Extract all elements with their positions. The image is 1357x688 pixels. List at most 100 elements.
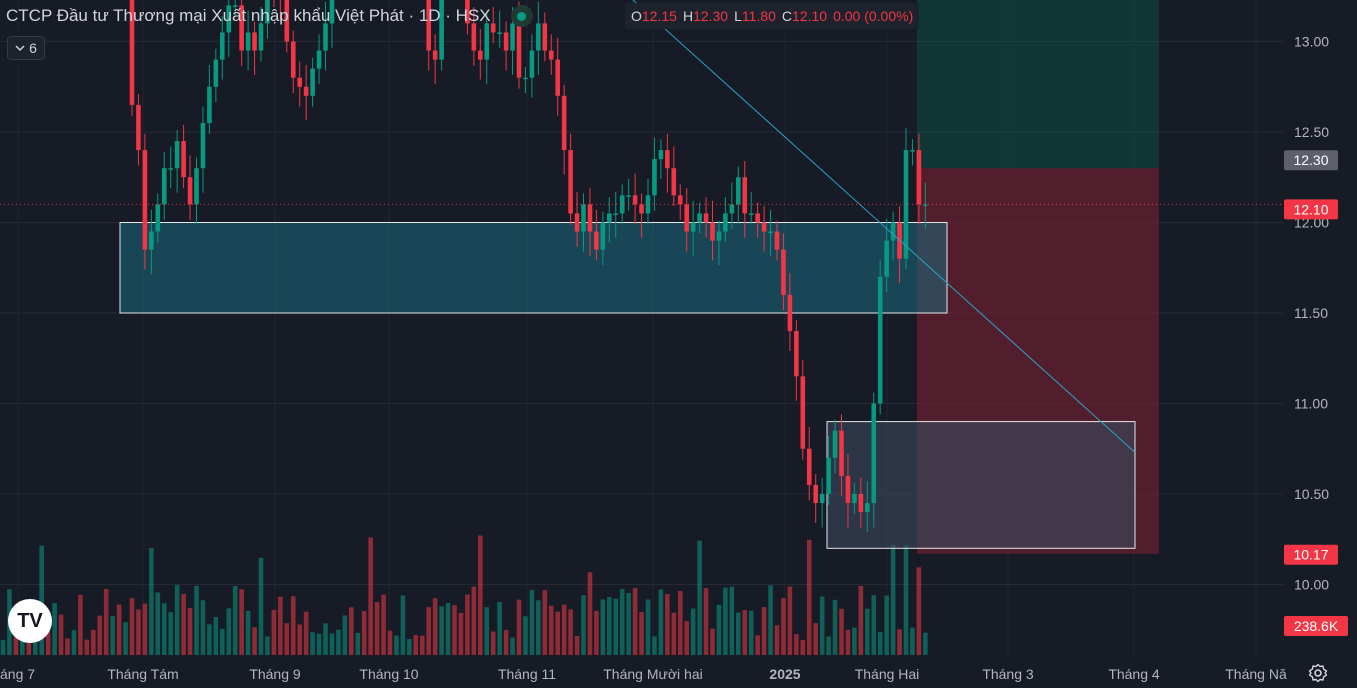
- volume-bar: [232, 586, 238, 655]
- candle: [316, 34, 322, 85]
- volume-bar: [226, 608, 232, 655]
- candle-body: [742, 177, 748, 214]
- candle-body: [303, 86, 309, 96]
- market-status[interactable]: [510, 5, 533, 27]
- volume-bar: [845, 629, 851, 655]
- volume-bar: [819, 596, 825, 655]
- candle-body: [432, 50, 438, 60]
- volume-bar: [297, 624, 302, 655]
- volume-bar: [116, 604, 122, 655]
- candle: [129, 0, 135, 116]
- volume-bar: [278, 596, 283, 655]
- last-price-badge-bg: [1284, 199, 1338, 220]
- candle-body: [826, 457, 831, 494]
- candle: [303, 65, 309, 121]
- volume-bar: [484, 607, 490, 655]
- volume-bar: [865, 608, 870, 655]
- candle: [174, 130, 180, 193]
- volume-bar: [374, 602, 380, 655]
- candle: [329, 0, 335, 48]
- zone-rect-demand: [826, 421, 1136, 549]
- candle: [213, 48, 219, 103]
- candle: [568, 133, 573, 225]
- time-tick-label: Tháng Mười hai: [603, 666, 702, 682]
- candle-body: [478, 50, 483, 60]
- candle: [852, 483, 857, 514]
- candle-body: [129, 0, 135, 105]
- candle: [439, 0, 444, 71]
- candle: [865, 481, 870, 533]
- volume-bar: [52, 603, 57, 655]
- candle-body: [529, 50, 535, 78]
- candle-body: [858, 494, 864, 513]
- candle: [310, 57, 315, 107]
- candle: [652, 137, 657, 211]
- candle-body: [187, 177, 193, 205]
- candle-body: [297, 77, 302, 87]
- tradingview-logo[interactable]: TV: [8, 599, 52, 643]
- volume-bar: [742, 610, 748, 655]
- candle-body: [323, 23, 328, 51]
- candle-body: [490, 23, 496, 33]
- volume-bar: [207, 624, 212, 655]
- candle: [279, 0, 281, 21]
- candle-body: [471, 23, 477, 51]
- candle: [542, 12, 548, 62]
- candle-body: [587, 204, 593, 232]
- candle: [684, 188, 689, 252]
- candle: [690, 200, 696, 256]
- time-tick-label: Tháng 9: [249, 666, 301, 682]
- volume-bar: [84, 639, 90, 655]
- volume-bar: [142, 603, 148, 655]
- volume-bar: [645, 599, 651, 655]
- candle: [239, 0, 244, 66]
- candle-body: [813, 484, 818, 504]
- candle: [800, 360, 806, 460]
- volume-bar: [155, 592, 161, 655]
- candle: [639, 193, 644, 238]
- volume-bar: [729, 586, 735, 655]
- close-label: C: [781, 8, 793, 24]
- gear-icon[interactable]: [1308, 663, 1328, 683]
- candle: [142, 133, 148, 270]
- stop-price-badge: 10.17: [1293, 547, 1328, 563]
- candle: [574, 191, 580, 247]
- volume-bar: [71, 630, 77, 655]
- indicators-toggle-button[interactable]: 6: [7, 36, 45, 60]
- low-label: L: [734, 8, 742, 24]
- volume-bar: [458, 612, 464, 655]
- candle: [258, 7, 264, 62]
- candle-body: [871, 403, 877, 504]
- volume-bar: [316, 633, 322, 655]
- time-tick-label: Tháng 10: [359, 666, 418, 682]
- candle: [729, 182, 735, 229]
- candle-body: [239, 5, 244, 51]
- candle-body: [426, 0, 431, 51]
- volume-bar: [787, 586, 793, 655]
- candle: [555, 37, 560, 116]
- symbol-title[interactable]: CTCP Đầu tư Thương mại Xuất nhập khẩu Vi…: [6, 6, 491, 25]
- volume-bar: [329, 633, 335, 655]
- candle: [845, 454, 851, 528]
- candle: [826, 436, 831, 505]
- candle: [136, 93, 141, 166]
- volume-bar: [478, 535, 483, 655]
- candle: [226, 0, 232, 57]
- time-tick-label: Tháng 3: [982, 666, 1034, 682]
- candle: [220, 16, 225, 80]
- volume-bar: [665, 594, 670, 655]
- candle: [890, 211, 896, 261]
- volume-bar: [271, 609, 277, 655]
- candle: [910, 139, 915, 166]
- volume-bar: [529, 589, 535, 655]
- candle: [658, 139, 664, 180]
- close-value: 12.10: [792, 8, 828, 24]
- volume-bar: [607, 597, 612, 655]
- candle: [207, 65, 212, 134]
- candle-body: [284, 0, 290, 42]
- volume-bar: [168, 612, 173, 655]
- candle-body: [136, 104, 141, 151]
- volume-bar: [652, 636, 657, 655]
- volume-bar: [613, 598, 619, 655]
